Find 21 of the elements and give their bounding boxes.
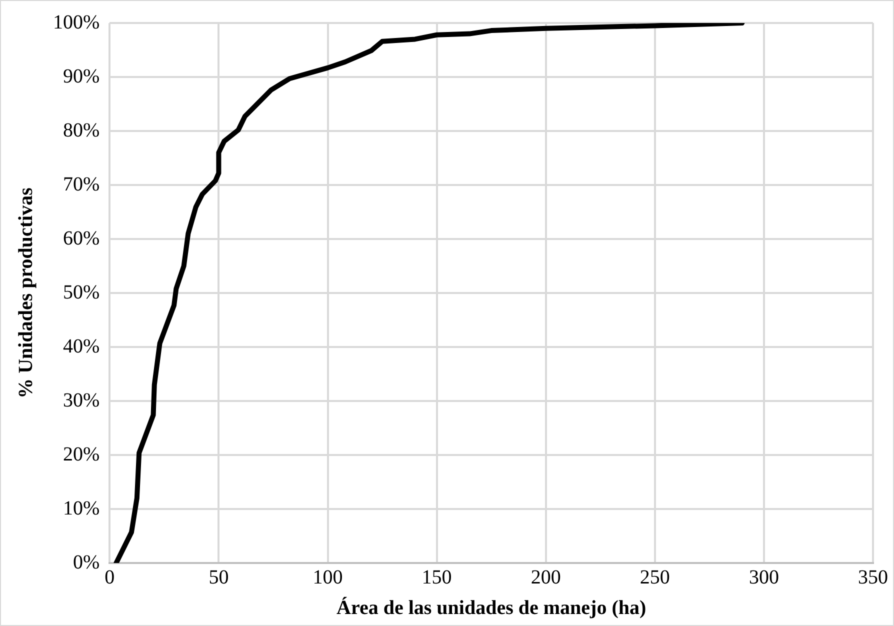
x-axis-title: Área de las unidades de manejo (ha) — [336, 596, 646, 620]
x-tick-label: 50 — [208, 566, 229, 588]
x-tick-label: 300 — [748, 566, 779, 588]
x-tick-label: 350 — [858, 566, 888, 588]
x-tick-label: 100 — [312, 566, 343, 588]
x-tick-label: 150 — [422, 566, 452, 588]
y-tick-label: 60% — [62, 227, 100, 250]
x-tick-label: 0 — [104, 566, 115, 588]
y-tick-label: 70% — [62, 173, 100, 196]
x-tick-label: 250 — [640, 566, 670, 588]
y-tick-label: 100% — [52, 11, 100, 34]
y-tick-label: 20% — [62, 443, 100, 466]
y-tick-label: 0% — [72, 551, 100, 574]
y-tick-label: 50% — [62, 281, 100, 304]
y-tick-label: 40% — [62, 335, 100, 358]
y-axis-title: % Unidades productivas — [15, 187, 38, 398]
y-tick-label: 80% — [62, 119, 100, 142]
y-tick-label: 90% — [62, 65, 100, 88]
y-tick-label: 10% — [62, 497, 100, 520]
y-tick-label: 30% — [62, 389, 100, 412]
x-tick-label: 200 — [530, 566, 561, 588]
